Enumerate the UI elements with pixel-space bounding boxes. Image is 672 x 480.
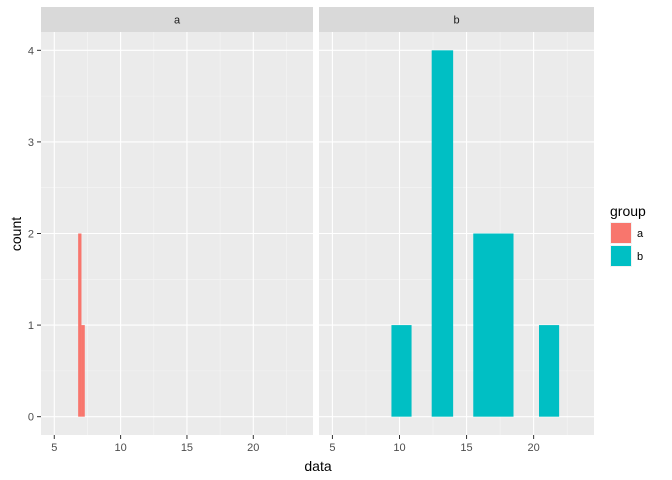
x-tick-label: 5 (329, 442, 335, 454)
y-tick-label: 3 (28, 137, 34, 149)
facet-strip (41, 7, 313, 32)
histogram-bar (391, 325, 412, 417)
y-tick-label: 0 (28, 412, 34, 424)
histogram-bar (78, 233, 82, 417)
y-tick-label: 2 (28, 229, 34, 241)
x-tick-label: 10 (393, 442, 405, 454)
facet-panel-a: a (41, 7, 313, 435)
x-axis-title: data (304, 458, 331, 474)
x-tick-label: 20 (247, 442, 259, 454)
legend-title: group (610, 203, 646, 219)
gridlines (41, 32, 313, 435)
x-tick-label: 15 (181, 442, 193, 454)
x-tick-label: 20 (528, 442, 540, 454)
x-tick-label: 15 (460, 442, 472, 454)
facet-strip-label: b (453, 15, 459, 27)
x-tick-label: 10 (114, 442, 126, 454)
legend: group ab (610, 203, 646, 267)
facet-strip-label: a (174, 15, 181, 27)
y-axis: 0 1 2 3 4 (28, 45, 41, 424)
histogram-bar (81, 325, 85, 417)
histogram-bar (431, 50, 454, 417)
facet-panel-b: b (319, 7, 594, 435)
y-axis-title: count (8, 217, 24, 251)
bars (391, 50, 560, 417)
legend-label-b: b (637, 251, 643, 263)
legend-label-a: a (637, 228, 644, 240)
y-tick-label: 1 (28, 320, 34, 332)
legend-key-b (611, 246, 631, 266)
bars (78, 233, 85, 417)
y-tick-label: 4 (28, 45, 34, 57)
legend-key-a (611, 223, 631, 243)
x-axis-a: 5 10 15 20 (51, 435, 259, 454)
x-tick-label: 5 (51, 442, 57, 454)
facet-strip (319, 7, 594, 32)
histogram-bar (539, 325, 560, 417)
x-axes: 5 10 15 20 5 10 15 20 (51, 435, 540, 454)
histogram-bar (473, 233, 514, 417)
x-axis-b: 5 10 15 20 (329, 435, 540, 454)
